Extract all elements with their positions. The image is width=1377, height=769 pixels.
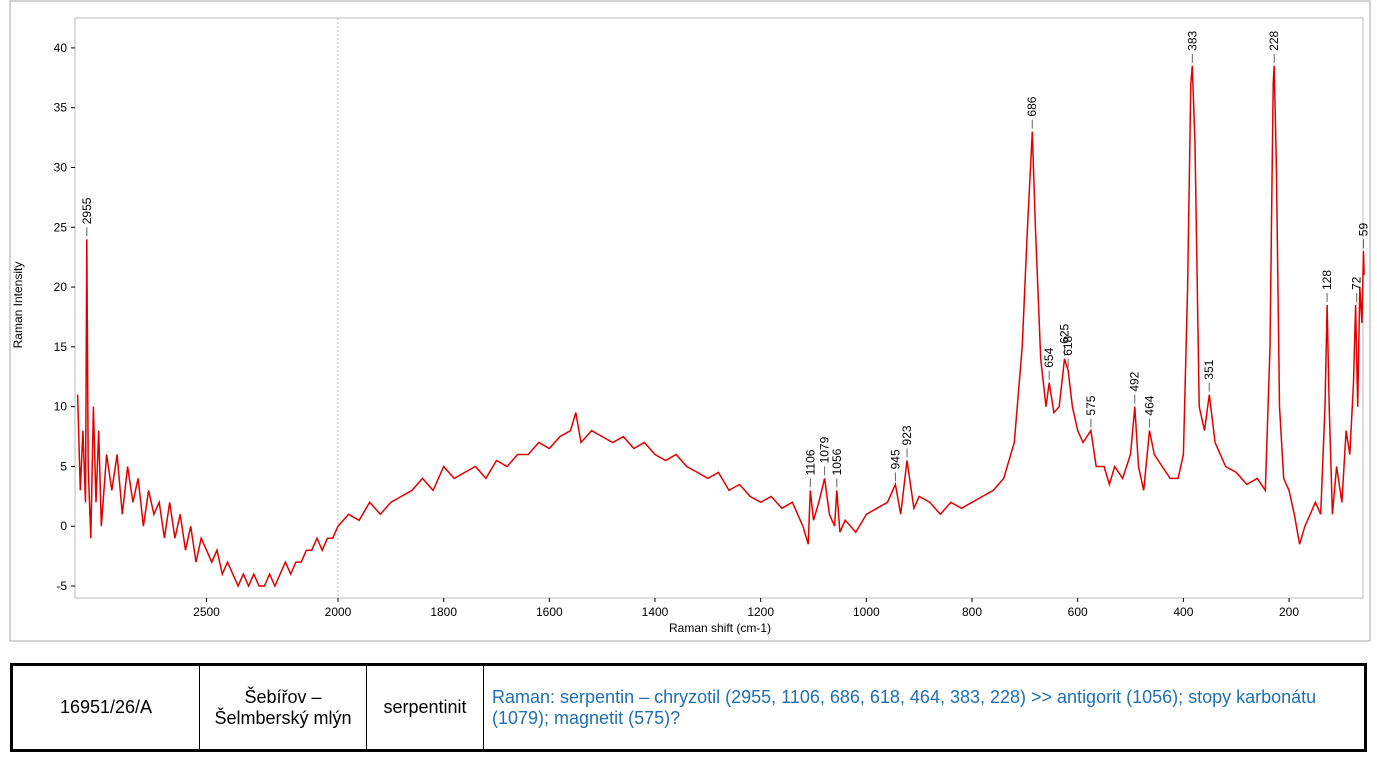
x-tick-label: 200 xyxy=(1279,605,1299,619)
cell: Raman: serpentin – chryzotil (2955, 1106… xyxy=(483,664,1366,751)
peak-label: 72 xyxy=(1350,276,1364,290)
table-row: 16951/26/A Šebířov – Šelmberský mlýn ser… xyxy=(11,664,1366,751)
x-tick-label: 1400 xyxy=(642,605,669,619)
chart-frame xyxy=(9,0,1371,642)
peak-label: 654 xyxy=(1042,347,1056,367)
y-tick-label: 25 xyxy=(54,220,68,234)
y-tick-label: 5 xyxy=(60,459,67,473)
peak-label: 618 xyxy=(1061,335,1075,355)
x-tick-label: 1200 xyxy=(747,605,774,619)
y-tick-label: 20 xyxy=(54,280,68,294)
peak-label: 59 xyxy=(1357,223,1371,237)
x-tick-label: 1000 xyxy=(853,605,880,619)
y-tick-label: 35 xyxy=(54,101,68,115)
x-tick-label: 600 xyxy=(1068,605,1088,619)
peak-label: 1079 xyxy=(818,436,832,463)
chart: Raman shift (cm-1) Raman Intensity -5 0 5 1… xyxy=(9,0,1371,642)
peak-label: 625 xyxy=(1057,323,1071,343)
y-tick-label: 10 xyxy=(54,400,68,414)
cell: serpentinit xyxy=(366,664,484,751)
peak-label: 945 xyxy=(888,449,902,469)
peak-label: 575 xyxy=(1084,395,1098,415)
peak-label: 351 xyxy=(1202,359,1216,379)
cell: 16951/26/A xyxy=(11,664,200,751)
x-tick-label: 2000 xyxy=(325,605,352,619)
x-tick-label: 2500 xyxy=(193,605,220,619)
plot-area xyxy=(74,17,1364,599)
peak-label: 128 xyxy=(1320,270,1334,290)
y-tick-label: -5 xyxy=(56,579,67,593)
peak-label: 923 xyxy=(900,425,914,445)
peak-label: 464 xyxy=(1143,395,1157,415)
peak-label: 1106 xyxy=(803,449,817,475)
x-tick-label: 1600 xyxy=(536,605,563,619)
peak-label: 383 xyxy=(1185,30,1199,50)
x-tick-label: 1800 xyxy=(430,605,457,619)
x-axis-label: Raman shift (cm-1) xyxy=(669,621,771,635)
x-tick-label: 800 xyxy=(962,605,982,619)
cell: Šebířov – Šelmberský mlýn xyxy=(199,664,367,751)
y-axis-label: Raman Intensity xyxy=(11,262,25,349)
sample-table: 16951/26/A Šebířov – Šelmberský mlýn ser… xyxy=(10,663,1367,752)
spectrum-line xyxy=(76,65,1365,588)
y-tick-label: 0 xyxy=(60,519,67,533)
peak-label: 228 xyxy=(1267,30,1281,50)
x-tick-label: 400 xyxy=(1173,605,1193,619)
peak-label: 686 xyxy=(1025,96,1039,116)
y-tick-label: 30 xyxy=(54,160,68,174)
y-tick-label: 40 xyxy=(54,41,68,55)
peak-label: 1056 xyxy=(830,448,844,475)
y-tick-label: 15 xyxy=(54,340,68,354)
peak-label: 2955 xyxy=(80,197,94,224)
peak-label: 492 xyxy=(1128,371,1142,391)
